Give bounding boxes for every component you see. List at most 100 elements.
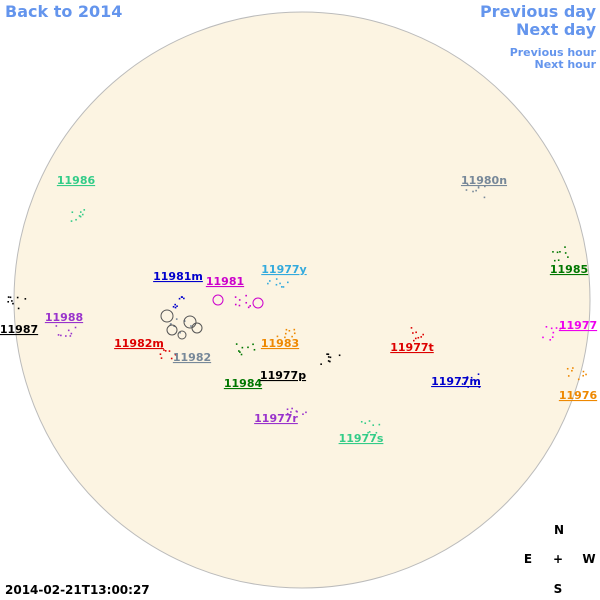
sunspot xyxy=(552,331,555,334)
sunspot xyxy=(286,412,289,415)
previous-hour-link[interactable]: Previous hour xyxy=(510,46,597,59)
sunspot xyxy=(240,353,243,356)
sunspot xyxy=(57,334,60,336)
region-label[interactable]: 11983 xyxy=(261,337,299,350)
sunspot xyxy=(477,185,480,187)
sunspot xyxy=(577,378,580,381)
sunspot xyxy=(302,413,304,416)
sunspot xyxy=(329,360,331,363)
sunspot xyxy=(466,376,469,378)
sunspot xyxy=(552,251,554,253)
sunspot xyxy=(412,339,415,342)
compass-e: E xyxy=(524,552,532,566)
sunspot xyxy=(280,286,283,288)
sunspot xyxy=(160,345,163,348)
sunspot xyxy=(422,333,425,336)
sunspot xyxy=(556,251,559,254)
region-label[interactable]: 11981m xyxy=(153,270,203,283)
sunspot xyxy=(368,431,371,433)
back-link[interactable]: Back to 2014 xyxy=(5,2,122,21)
sunspot xyxy=(559,327,561,330)
sunspot-outline xyxy=(166,324,178,336)
sunspot xyxy=(417,336,420,339)
sunspot xyxy=(60,334,62,337)
region-label[interactable]: 11985 xyxy=(550,263,588,276)
region-label[interactable]: 11981 xyxy=(206,275,244,288)
region-label[interactable]: 11982m xyxy=(114,337,164,350)
sunspot xyxy=(564,252,567,254)
region-label[interactable]: 11977y xyxy=(261,263,306,276)
compass-n: N xyxy=(554,523,564,537)
sunspot xyxy=(83,209,86,211)
sunspot xyxy=(582,374,584,377)
region-label[interactable]: 11977t xyxy=(390,341,434,354)
sunspot xyxy=(183,320,186,322)
region-label[interactable]: 11986 xyxy=(57,174,96,187)
sunspot xyxy=(414,337,417,340)
sunspot xyxy=(78,215,81,217)
region-label[interactable]: 11977r xyxy=(254,412,298,425)
sunspot xyxy=(245,294,247,297)
next-day-link[interactable]: Next day xyxy=(516,20,597,39)
sunspot-outline xyxy=(191,322,203,334)
region-label[interactable]: 11988 xyxy=(45,311,83,324)
region-label[interactable]: 11976 xyxy=(559,389,598,402)
sunspot xyxy=(295,410,298,412)
sunspot xyxy=(163,349,165,351)
sunspot xyxy=(7,300,10,303)
sunspot xyxy=(159,353,162,356)
sunspot xyxy=(566,367,569,370)
sunspot xyxy=(174,306,177,309)
sunspot-outline xyxy=(252,297,264,309)
sunspot xyxy=(190,325,192,327)
sunspot xyxy=(338,354,341,357)
sunspot xyxy=(475,379,477,382)
sunspot xyxy=(550,327,553,330)
sunspot-outline xyxy=(177,330,187,340)
sunspot xyxy=(483,196,486,199)
sunspot xyxy=(176,305,178,307)
sunspot xyxy=(293,332,296,335)
region-label[interactable]: 11977s xyxy=(339,432,384,445)
region-label[interactable]: 11987 xyxy=(0,323,38,336)
sunspot xyxy=(375,431,378,434)
sunspot xyxy=(9,296,12,299)
sunspot xyxy=(284,332,287,335)
sunspot xyxy=(253,348,256,351)
sunspot xyxy=(410,327,413,329)
sunspot-outline xyxy=(160,309,174,323)
previous-day-link[interactable]: Previous day xyxy=(480,2,597,21)
sunspot xyxy=(549,339,552,341)
sunspot xyxy=(247,346,249,349)
sunspot xyxy=(79,211,82,213)
region-label[interactable]: 11980n xyxy=(461,174,507,187)
sunspot xyxy=(178,297,181,300)
region-label[interactable]: 11982 xyxy=(173,351,211,364)
region-label[interactable]: 11977 xyxy=(559,319,597,332)
region-label[interactable]: 11977p xyxy=(260,369,306,382)
next-hour-link[interactable]: Next hour xyxy=(535,58,597,71)
sunspot xyxy=(79,215,82,218)
sunspot xyxy=(286,408,289,411)
sunspot xyxy=(234,303,237,306)
sunspot xyxy=(173,325,176,327)
sunspot xyxy=(478,386,481,388)
sunspot xyxy=(168,350,171,352)
sunspot xyxy=(367,431,369,434)
sunspot xyxy=(282,286,285,288)
sunspot xyxy=(470,376,473,379)
sunspot xyxy=(582,370,585,373)
sunspot-outline xyxy=(183,315,197,329)
sunspot xyxy=(553,259,556,262)
sunspot xyxy=(249,305,251,307)
sunspot xyxy=(585,373,587,376)
sunspot xyxy=(571,369,573,372)
sunspot xyxy=(364,422,367,425)
sunspot xyxy=(327,360,330,362)
region-label[interactable]: 11984 xyxy=(224,377,263,390)
sunspot xyxy=(247,306,250,309)
sunspot xyxy=(472,190,474,193)
region-label[interactable]: 11977m xyxy=(431,375,481,388)
